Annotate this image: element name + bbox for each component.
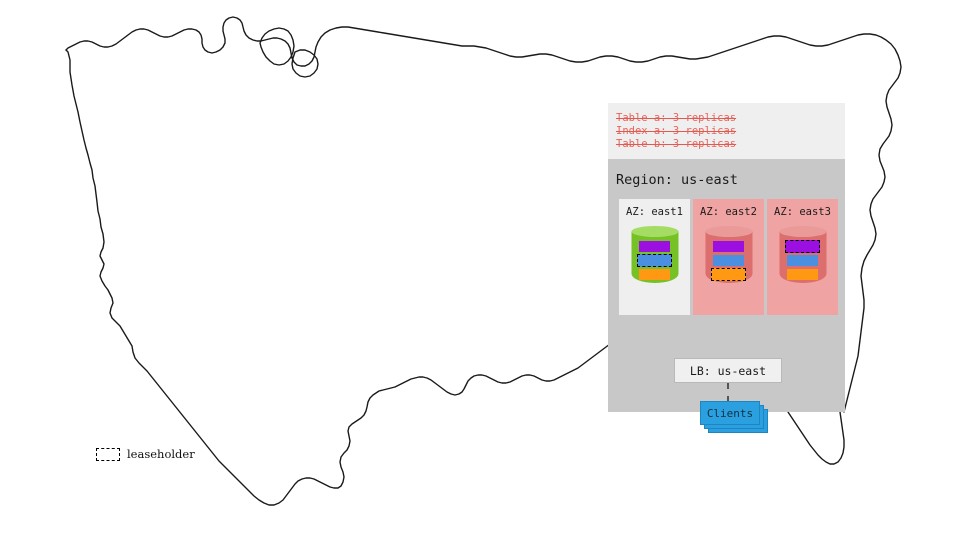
cylinder-top bbox=[705, 226, 752, 237]
schema-line-table-a: Table a: 3 replicas bbox=[616, 112, 737, 124]
lb-clients-connector bbox=[727, 383, 729, 402]
region-title: Region: us-east bbox=[616, 172, 738, 188]
cylinder-top bbox=[779, 226, 826, 237]
load-balancer-box[interactable]: LB: us-east bbox=[674, 358, 782, 383]
availability-zone-row: AZ: east1 AZ: east2 bbox=[619, 199, 838, 315]
leaseholder-legend-label: leaseholder bbox=[127, 447, 195, 461]
range-table-b-east3 bbox=[787, 269, 818, 280]
az-box-east2[interactable]: AZ: east2 bbox=[693, 199, 764, 315]
range-index-a-east2 bbox=[713, 255, 744, 266]
az-title-east2: AZ: east2 bbox=[700, 206, 757, 218]
client-card-front[interactable]: Clients bbox=[700, 401, 760, 425]
az-title-east1: AZ: east1 bbox=[626, 206, 683, 218]
cylinder-top bbox=[631, 226, 678, 237]
az-box-east3[interactable]: AZ: east3 bbox=[767, 199, 838, 315]
database-cylinder-east2 bbox=[705, 226, 752, 288]
database-cylinder-east1 bbox=[631, 226, 678, 288]
schema-line-table-b: Table b: 3 replicas bbox=[616, 137, 737, 150]
range-table-b-east1 bbox=[639, 269, 670, 280]
leaseholder-legend: leaseholder bbox=[96, 447, 195, 461]
range-table-a-east3-leaseholder bbox=[785, 240, 820, 253]
range-table-a-east1 bbox=[639, 241, 670, 252]
database-cylinder-east3 bbox=[779, 226, 826, 288]
range-index-a-east1-leaseholder bbox=[637, 254, 672, 267]
az-title-east3: AZ: east3 bbox=[774, 206, 831, 218]
region-container: Region: us-east AZ: east1 AZ: east2 bbox=[608, 159, 845, 433]
range-table-b-east2-leaseholder bbox=[711, 268, 746, 281]
schema-summary-header: Table a: 3 replicas Index a: 3 replicas … bbox=[608, 103, 845, 159]
range-table-a-east2 bbox=[713, 241, 744, 252]
dashed-rect-icon bbox=[96, 447, 120, 461]
clients-label: Clients bbox=[706, 406, 754, 420]
schema-line-index-a: Index a: 3 replicas bbox=[616, 124, 737, 137]
range-index-a-east3 bbox=[787, 255, 818, 266]
clients-stack[interactable]: Clients bbox=[700, 401, 768, 433]
az-box-east1[interactable]: AZ: east1 bbox=[619, 199, 690, 315]
load-balancer-label: LB: us-east bbox=[689, 363, 767, 378]
region-topology-panel: Table a: 3 replicas Index a: 3 replicas … bbox=[608, 103, 845, 433]
